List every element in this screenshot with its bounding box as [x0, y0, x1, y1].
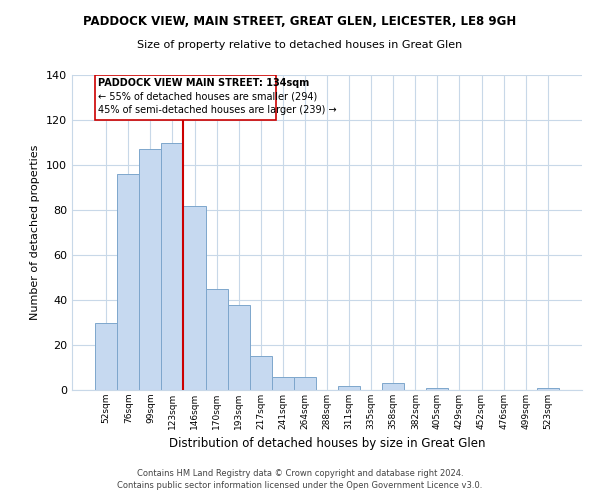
Bar: [206, 289, 227, 390]
Bar: [161, 142, 184, 390]
Bar: [227, 304, 250, 390]
Bar: [272, 376, 294, 390]
Bar: [427, 388, 448, 390]
Text: ← 55% of detached houses are smaller (294): ← 55% of detached houses are smaller (29…: [98, 92, 318, 102]
Bar: [250, 356, 272, 390]
Bar: [117, 174, 139, 390]
Bar: [139, 149, 161, 390]
Bar: [95, 75, 276, 120]
Text: Size of property relative to detached houses in Great Glen: Size of property relative to detached ho…: [137, 40, 463, 50]
X-axis label: Distribution of detached houses by size in Great Glen: Distribution of detached houses by size …: [169, 438, 485, 450]
Text: Contains HM Land Registry data © Crown copyright and database right 2024.
Contai: Contains HM Land Registry data © Crown c…: [118, 468, 482, 490]
Bar: [338, 386, 360, 390]
Bar: [184, 206, 206, 390]
Text: PADDOCK VIEW, MAIN STREET, GREAT GLEN, LEICESTER, LE8 9GH: PADDOCK VIEW, MAIN STREET, GREAT GLEN, L…: [83, 15, 517, 28]
Bar: [537, 388, 559, 390]
Bar: [382, 383, 404, 390]
Y-axis label: Number of detached properties: Number of detached properties: [31, 145, 40, 320]
Text: PADDOCK VIEW MAIN STREET: 134sqm: PADDOCK VIEW MAIN STREET: 134sqm: [98, 78, 310, 88]
Bar: [294, 376, 316, 390]
Bar: [95, 322, 117, 390]
Text: 45% of semi-detached houses are larger (239) →: 45% of semi-detached houses are larger (…: [98, 106, 337, 116]
